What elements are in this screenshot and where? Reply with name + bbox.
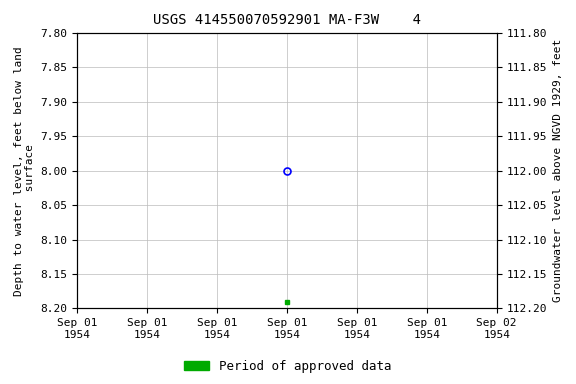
Y-axis label: Depth to water level, feet below land
 surface: Depth to water level, feet below land su… — [13, 46, 35, 296]
Y-axis label: Groundwater level above NGVD 1929, feet: Groundwater level above NGVD 1929, feet — [552, 39, 563, 302]
Title: USGS 414550070592901 MA-F3W    4: USGS 414550070592901 MA-F3W 4 — [153, 13, 421, 28]
Legend: Period of approved data: Period of approved data — [179, 355, 397, 378]
